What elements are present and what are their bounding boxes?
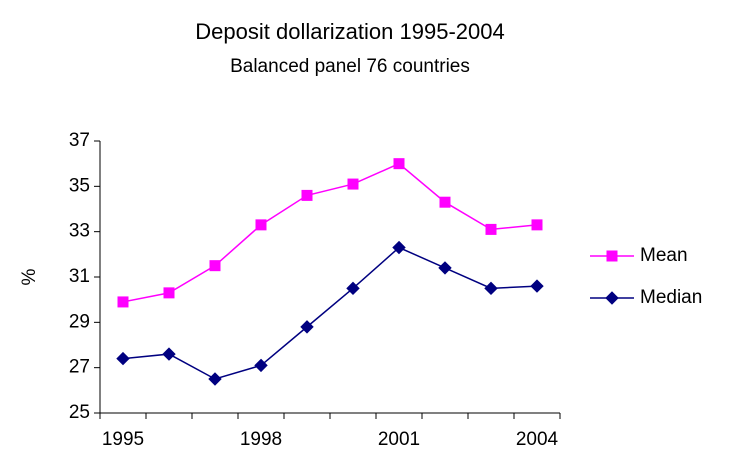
legend-label: Median — [640, 287, 702, 308]
data-point — [485, 223, 497, 235]
legend-marker — [606, 250, 618, 262]
legend-label: Mean — [640, 245, 688, 266]
chart-title: Deposit dollarization 1995-2004 — [195, 19, 504, 44]
data-point — [531, 219, 543, 231]
x-tick-label: 1998 — [240, 429, 282, 450]
data-point — [438, 261, 452, 275]
data-point — [301, 189, 313, 201]
y-tick-label: 33 — [69, 221, 90, 242]
data-point — [163, 287, 175, 299]
data-point — [162, 347, 176, 361]
data-point — [484, 281, 498, 296]
data-point — [346, 281, 360, 296]
x-tick-label: 1995 — [102, 429, 144, 450]
x-tick-label: 2004 — [516, 429, 559, 450]
data-point — [392, 240, 406, 255]
y-tick-label: 27 — [69, 357, 90, 378]
series-line — [122, 246, 538, 380]
legend-marker — [605, 291, 619, 305]
data-point — [208, 372, 222, 386]
x-tick-label: 2001 — [378, 429, 420, 450]
data-point — [255, 219, 267, 231]
data-point — [117, 296, 129, 308]
series-line — [122, 162, 538, 303]
data-point — [254, 358, 268, 373]
y-tick-label: 25 — [69, 402, 90, 423]
chart-subtitle: Balanced panel 76 countries — [230, 56, 470, 77]
y-tick-label: 37 — [69, 130, 90, 151]
data-point — [209, 260, 221, 272]
y-tick-label: 35 — [69, 175, 90, 196]
y-tick-label: 31 — [69, 266, 90, 287]
data-point — [393, 158, 405, 170]
y-axis-label: % — [19, 268, 40, 285]
data-point — [530, 279, 544, 293]
data-point — [300, 320, 314, 334]
data-point — [439, 196, 451, 208]
data-point — [116, 351, 130, 366]
y-tick-label: 29 — [69, 311, 90, 332]
data-point — [347, 178, 359, 190]
